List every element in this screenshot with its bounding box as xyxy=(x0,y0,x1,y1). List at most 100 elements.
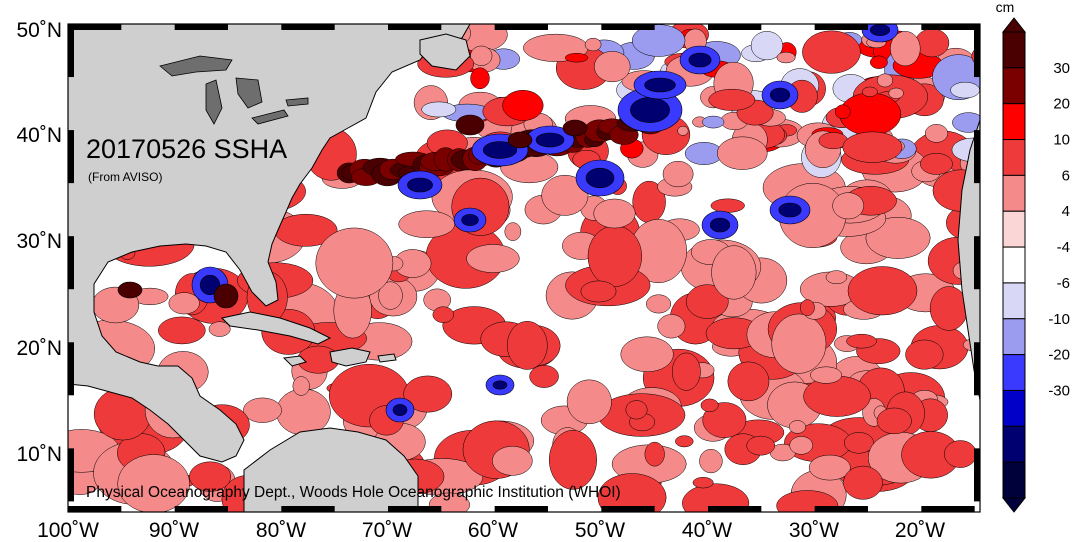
ssh-anomaly-patch xyxy=(834,104,851,120)
ssh-anomaly-patch xyxy=(950,81,980,99)
lon-label-90w: 90˚W xyxy=(149,519,199,542)
negative-eddy-core xyxy=(688,52,712,68)
lat-label-50n: 50˚N xyxy=(16,19,62,42)
colorbar-level-label: 6 xyxy=(1062,167,1070,184)
negative-eddy-core xyxy=(644,77,676,93)
positive-eddy xyxy=(507,131,533,149)
lake-huron xyxy=(235,77,263,109)
frame-tick xyxy=(974,448,980,502)
ssh-anomaly-patch xyxy=(657,314,686,339)
colorbar-cell xyxy=(1002,246,1026,284)
lon-label-30w: 30˚W xyxy=(789,519,839,542)
colorbar-level-label: -4 xyxy=(1057,239,1070,256)
ssh-anomaly-patch xyxy=(843,465,883,500)
land-masses xyxy=(68,24,980,512)
colorbar-level-label: -30 xyxy=(1048,382,1070,399)
ssh-anomaly-patch xyxy=(699,448,723,474)
negative-eddy-core xyxy=(869,24,891,36)
negative-eddy-core xyxy=(199,274,221,296)
ssh-anomaly-patch xyxy=(915,28,950,58)
ssh-anomaly-patch xyxy=(802,30,861,74)
frame-tick xyxy=(814,24,868,30)
ssh-anomaly-patch xyxy=(541,174,589,216)
frame-tick xyxy=(921,506,975,512)
frame-tick xyxy=(708,24,762,30)
lon-label-40w: 40˚W xyxy=(682,519,732,542)
frame-tick xyxy=(974,342,980,396)
ssh-anomaly-patch xyxy=(869,55,888,69)
ssh-anomaly-patch xyxy=(776,51,796,64)
ssh-anomaly-patch xyxy=(502,90,544,121)
ssh-anomaly-patch xyxy=(888,87,904,99)
frame-tick xyxy=(281,506,335,512)
colorbar-cell xyxy=(1002,174,1026,212)
ssh-anomaly-patch xyxy=(846,333,877,349)
frame-tick xyxy=(68,24,74,78)
ssh-anomaly-patch xyxy=(944,440,977,468)
ssh-anomaly-patch xyxy=(662,160,694,188)
ssh-anomaly-patch xyxy=(746,435,775,456)
colorbar-cell xyxy=(1002,389,1026,427)
map-plot-area xyxy=(68,24,980,512)
frame-tick xyxy=(68,342,74,396)
ssh-anomaly-patch xyxy=(398,210,456,238)
lon-label-80w: 80˚W xyxy=(256,519,306,542)
colorbar-labels: 30 20 10 6 4 -4 -6 -10 -20 -30 xyxy=(1048,60,1070,400)
lake-erie xyxy=(251,109,289,125)
north-america-land xyxy=(68,24,471,463)
colorbar-top-arrow xyxy=(1001,17,1027,33)
lat-label-40n: 40˚N xyxy=(16,124,62,147)
colorbar-cell xyxy=(1002,31,1026,69)
ssh-anomaly-patch xyxy=(117,454,190,512)
ssh-anomaly-patch xyxy=(276,388,331,436)
ssh-anomaly-patch xyxy=(685,284,729,319)
ssh-anomaly-patch xyxy=(920,153,953,175)
ssh-anomaly-patch xyxy=(292,376,310,396)
ssh-anomaly-patch xyxy=(506,321,548,370)
ssh-anomaly-patch xyxy=(158,316,206,345)
south-america-land xyxy=(243,427,419,512)
ssh-anomaly-patch xyxy=(861,86,878,97)
colorbar-cell xyxy=(1002,67,1026,105)
negative-eddy-core xyxy=(709,217,731,233)
ssh-anomaly-patch xyxy=(843,432,874,454)
frame-tick xyxy=(974,130,980,184)
colorbar-level-label: 30 xyxy=(1053,60,1070,77)
ssh-anomaly-patch xyxy=(677,125,689,136)
positive-eddy xyxy=(455,114,485,136)
colorbar-level-label: 4 xyxy=(1062,203,1070,220)
ssh-anomaly-patch xyxy=(548,429,597,490)
colorbar-bottom-arrow xyxy=(1001,497,1027,513)
ssh-anomaly-patch xyxy=(625,400,648,420)
ssh-anomaly-patch xyxy=(803,375,871,417)
ssh-anomaly-patch xyxy=(168,292,200,315)
frame-tick xyxy=(68,448,74,502)
ssh-anomaly-patch xyxy=(594,51,631,83)
ssh-anomaly-patch xyxy=(470,67,490,90)
ssh-anomaly-patch xyxy=(789,436,813,455)
ssh-anomaly-patch xyxy=(825,270,848,285)
longitude-labels: 100˚W 90˚W 80˚W 70˚W 60˚W 50˚W 40˚W 30˚W… xyxy=(37,519,945,542)
frame-tick xyxy=(974,236,980,290)
colorbar-cell xyxy=(1002,139,1026,176)
lon-label-60w: 60˚W xyxy=(468,519,518,542)
ssh-anomaly-patch xyxy=(842,131,903,163)
ssh-anomaly-patch xyxy=(644,441,665,467)
ssh-anomaly-patch xyxy=(700,398,719,413)
lake-superior xyxy=(159,55,233,77)
frame-tick xyxy=(921,24,975,30)
ssh-anomaly-patch xyxy=(865,216,931,259)
positive-eddy xyxy=(213,283,239,309)
ssh-anomaly-patch xyxy=(847,266,918,316)
ssh-anomaly-patch xyxy=(587,225,643,287)
puerto-rico-island xyxy=(377,353,397,363)
ssh-anomaly-patch xyxy=(776,490,839,512)
ssh-anomaly-patch xyxy=(675,435,694,448)
cuba-island xyxy=(220,311,332,345)
ssh-anomaly-patch xyxy=(924,124,948,143)
hispaniola-island xyxy=(329,347,371,367)
ssh-anomaly-patch xyxy=(593,198,636,229)
ssh-anomaly-patch xyxy=(584,37,602,52)
ssh-anomaly-patch xyxy=(646,294,672,314)
ssh-anomaly-patch xyxy=(832,192,865,220)
